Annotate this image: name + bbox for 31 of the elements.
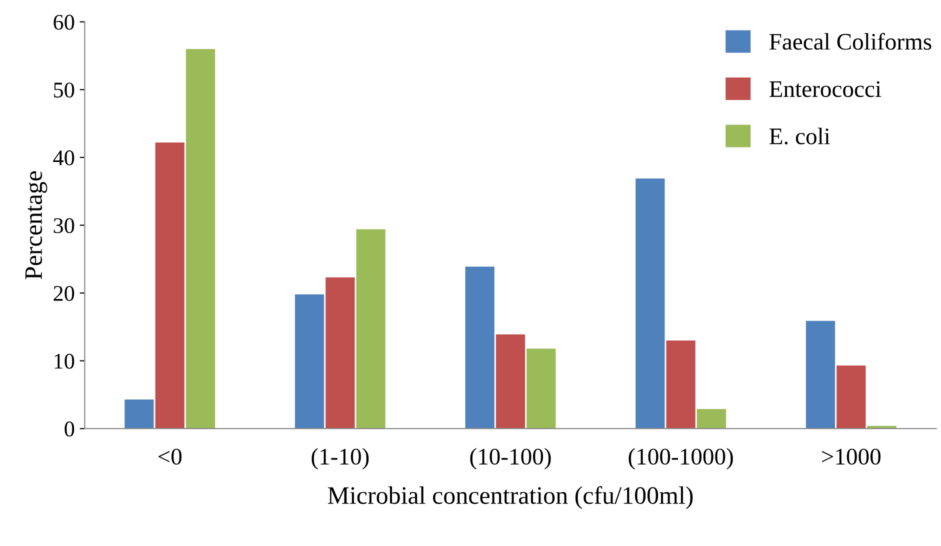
bar — [696, 408, 726, 429]
y-tick-label: 40 — [53, 150, 74, 166]
x-tick-label: (10-100) — [470, 448, 551, 470]
x-tick-label: (100-1000) — [628, 448, 733, 470]
bar — [526, 348, 556, 429]
bar — [465, 266, 494, 429]
x-tick-label: <0 — [158, 448, 182, 465]
bar — [636, 178, 665, 429]
y-tick-label: 50 — [54, 82, 74, 98]
y-tick-label: 0 — [64, 422, 74, 437]
bar — [155, 142, 184, 429]
y-axis-title: Percentage — [25, 171, 48, 280]
legend-label: E. coli — [769, 128, 830, 144]
legend-label: Enterococci — [769, 81, 882, 98]
bar — [326, 277, 355, 429]
bar — [836, 366, 866, 429]
y-tick-label: 10 — [54, 354, 74, 369]
bar — [666, 340, 696, 429]
bar — [186, 48, 216, 429]
x-axis-title: Microbial concentration (cfu/100ml) — [328, 486, 693, 510]
y-tick-label: 20 — [54, 286, 74, 301]
bar — [806, 320, 836, 429]
y-tick-label: 30 — [54, 218, 74, 234]
bar — [124, 399, 154, 429]
legend-label: Faecal Coliforms — [769, 32, 932, 50]
y-tick-label: 60 — [54, 14, 74, 30]
bar — [356, 229, 386, 429]
bar — [294, 294, 324, 429]
bar — [496, 334, 526, 429]
x-tick-label: >1000 — [822, 448, 881, 465]
x-tick-label: (1-10) — [312, 448, 369, 470]
